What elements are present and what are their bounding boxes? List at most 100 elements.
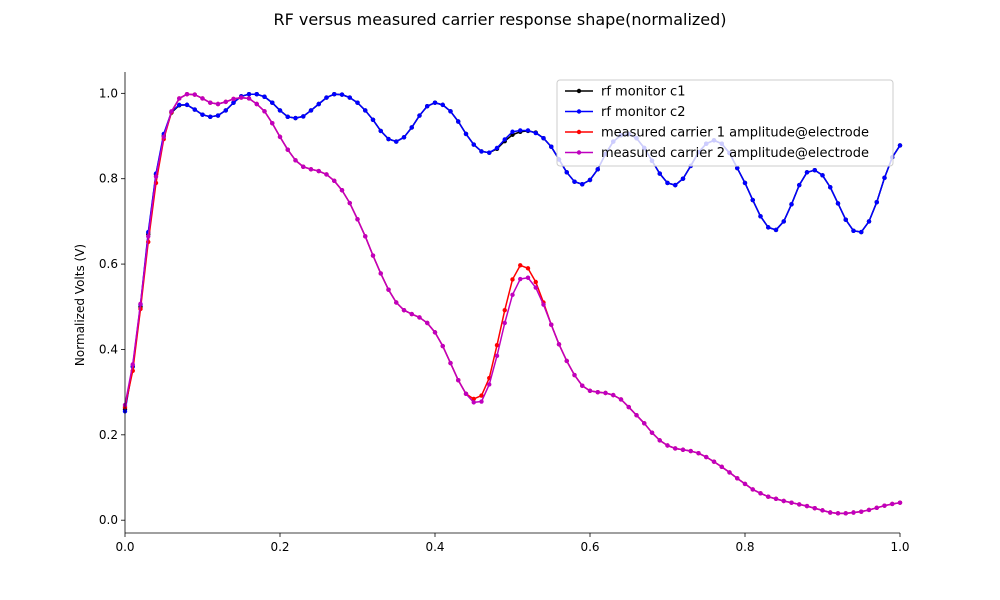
x-tick-label: 0.8 bbox=[735, 540, 754, 554]
data-point bbox=[215, 101, 221, 107]
data-point bbox=[549, 144, 554, 149]
data-point bbox=[324, 172, 329, 177]
data-point bbox=[704, 454, 709, 460]
data-point bbox=[510, 129, 515, 134]
data-point bbox=[479, 399, 484, 404]
data-point bbox=[735, 476, 740, 481]
data-point bbox=[494, 342, 500, 348]
data-point bbox=[370, 117, 376, 123]
data-point bbox=[533, 130, 538, 136]
data-point bbox=[897, 500, 903, 505]
data-point bbox=[355, 217, 360, 222]
data-point bbox=[587, 388, 593, 394]
data-point bbox=[510, 277, 515, 282]
data-point bbox=[874, 505, 879, 511]
data-point bbox=[440, 102, 445, 108]
axes-layer: 0.0 0.2 0.4 0.6 0.8 1.0 0.0 0.2 0.4 0.6 0.8 1.0 bbox=[99, 72, 910, 554]
data-point bbox=[347, 95, 352, 100]
data-point bbox=[277, 134, 283, 140]
data-point bbox=[177, 96, 182, 101]
data-point bbox=[572, 179, 577, 184]
data-point bbox=[789, 500, 794, 505]
data-point bbox=[649, 430, 655, 435]
y-tick-label: 0.2 bbox=[99, 428, 118, 442]
data-point bbox=[463, 391, 469, 397]
data-point bbox=[750, 197, 755, 203]
data-point bbox=[223, 108, 228, 113]
data-point bbox=[618, 397, 624, 402]
data-point bbox=[324, 95, 329, 100]
data-point bbox=[797, 182, 802, 188]
data-point bbox=[401, 135, 407, 140]
data-point bbox=[859, 229, 864, 235]
legend-entry-2: rf monitor c2 bbox=[565, 105, 685, 120]
data-point bbox=[293, 115, 298, 121]
x-tick-label: 0.2 bbox=[270, 540, 289, 554]
data-point bbox=[161, 134, 166, 140]
data-point bbox=[301, 164, 306, 169]
data-point bbox=[192, 92, 197, 97]
data-point bbox=[502, 137, 507, 142]
data-point bbox=[587, 177, 593, 183]
data-point bbox=[595, 389, 600, 395]
data-point bbox=[401, 307, 407, 313]
data-point bbox=[510, 292, 515, 298]
data-point bbox=[525, 275, 531, 280]
data-point bbox=[487, 382, 492, 387]
data-point bbox=[231, 96, 236, 102]
data-point bbox=[200, 112, 205, 117]
data-point bbox=[518, 128, 523, 133]
data-point bbox=[657, 438, 662, 443]
data-point bbox=[735, 165, 740, 171]
data-point bbox=[293, 158, 298, 163]
data-point bbox=[564, 170, 569, 175]
legend-box bbox=[556, 79, 894, 167]
data-point bbox=[386, 287, 391, 292]
data-point bbox=[138, 301, 143, 306]
data-point bbox=[657, 171, 662, 176]
data-point bbox=[223, 99, 228, 105]
data-point bbox=[680, 176, 686, 181]
data-point bbox=[479, 393, 484, 398]
data-point bbox=[781, 219, 786, 224]
data-point bbox=[866, 219, 872, 224]
legend-swatch-marker bbox=[576, 88, 582, 94]
data-point bbox=[556, 342, 562, 347]
data-point bbox=[812, 167, 817, 173]
data-point bbox=[409, 311, 414, 317]
data-point bbox=[835, 511, 841, 516]
data-point bbox=[843, 511, 848, 516]
data-point bbox=[146, 234, 151, 239]
data-point bbox=[758, 491, 763, 496]
data-point bbox=[727, 470, 732, 475]
y-tick-label: 0.0 bbox=[99, 513, 118, 527]
data-point bbox=[347, 200, 352, 206]
data-point bbox=[688, 448, 693, 454]
data-point bbox=[471, 142, 476, 147]
data-point bbox=[781, 498, 786, 504]
x-tick-label: 1.0 bbox=[890, 540, 909, 554]
data-point bbox=[239, 95, 244, 100]
data-point bbox=[332, 92, 337, 97]
data-point bbox=[851, 228, 856, 233]
legend-entry-3: measured carrier 1 amplitude@electrode bbox=[565, 126, 869, 141]
data-point bbox=[494, 145, 500, 151]
data-point bbox=[711, 459, 717, 464]
y-tick-label: 0.4 bbox=[99, 342, 118, 356]
data-point bbox=[394, 300, 399, 305]
data-point bbox=[270, 121, 275, 126]
data-point bbox=[750, 487, 755, 492]
data-point bbox=[580, 383, 585, 388]
chart-title: RF versus measured carrier response shap… bbox=[273, 10, 726, 29]
x-tick-label: 0.0 bbox=[115, 540, 134, 554]
data-point bbox=[797, 502, 802, 507]
data-point bbox=[277, 108, 283, 113]
legend-label: rf monitor c2 bbox=[601, 105, 685, 120]
data-point bbox=[440, 343, 445, 349]
legend-swatch-marker bbox=[576, 129, 582, 135]
data-point bbox=[549, 322, 554, 327]
data-point bbox=[673, 182, 678, 188]
x-tick-label: 0.4 bbox=[425, 540, 444, 554]
data-point bbox=[355, 100, 360, 105]
